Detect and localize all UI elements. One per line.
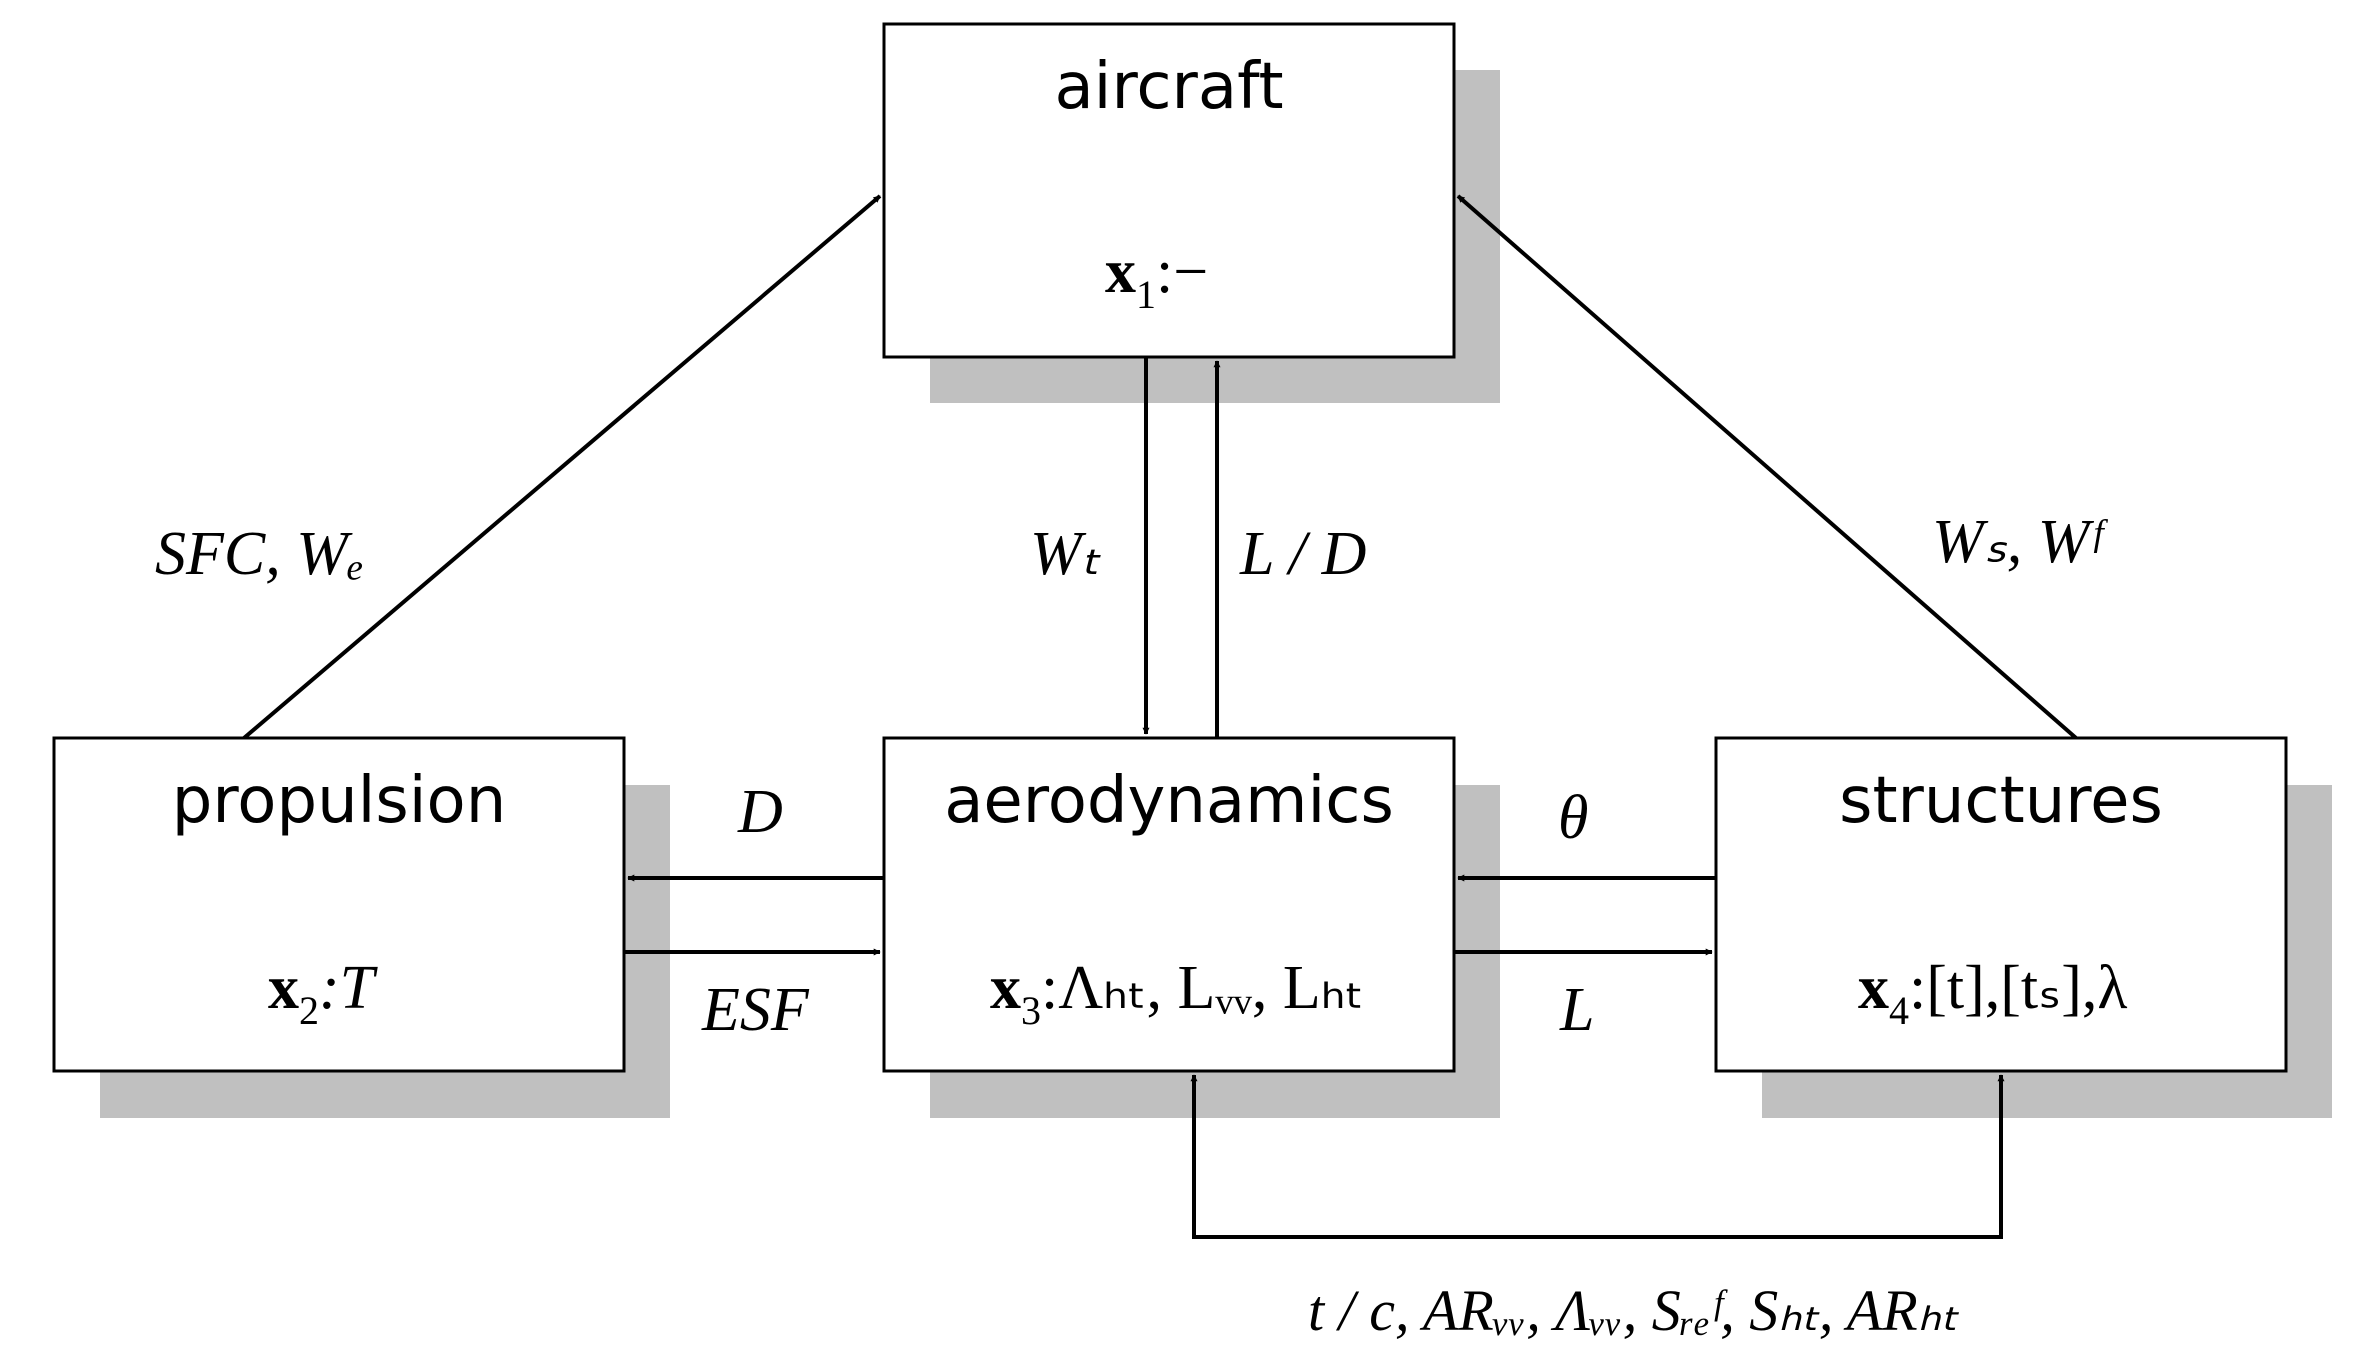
- propulsion-title: propulsion: [172, 764, 507, 838]
- aerodynamics-box: [882, 736, 1456, 1073]
- label-d: D: [737, 778, 783, 846]
- aircraft-box: [882, 22, 1456, 359]
- svg-text:x2:T: x2:T: [268, 954, 379, 1033]
- structures-design-vars: x4:[t],[tₛ],λ: [1858, 954, 2127, 1033]
- label-sfc-we: SFC, Wₑ: [155, 520, 364, 588]
- label-theta: θ: [1558, 784, 1588, 852]
- arrow-structures-to-aircraft: [1456, 194, 2078, 740]
- label-wt: Wₜ: [1030, 520, 1102, 588]
- arrow-aero-structures-shared: [1190, 1074, 2005, 1239]
- svg-text:x1:−: x1:−: [1105, 238, 1208, 317]
- svg-text:x3:Λₕₜ, Lᵥᵥ, Lₕₜ: x3:Λₕₜ, Lᵥᵥ, Lₕₜ: [990, 954, 1364, 1033]
- arrow-propulsion-to-aircraft: [242, 194, 882, 740]
- structures-title: structures: [1839, 764, 2163, 838]
- aerodynamics-title: aerodynamics: [944, 764, 1394, 838]
- propulsion-design-vars: x2:T: [268, 954, 379, 1033]
- aircraft-design-vars: x1:−: [1105, 238, 1208, 317]
- label-l-over-d: L / D: [1239, 520, 1366, 588]
- label-ws-wf: Wₛ, Wᶠ: [1932, 508, 2108, 576]
- aerodynamics-design-vars: x3:Λₕₜ, Lᵥᵥ, Lₕₜ: [990, 954, 1364, 1033]
- propulsion-box: [52, 736, 626, 1073]
- svg-text:x4:[t],[tₛ],λ: x4:[t],[tₛ],λ: [1858, 954, 2127, 1033]
- label-l: L: [1559, 976, 1594, 1044]
- structures-box: [1714, 736, 2288, 1073]
- label-esf: ESF: [701, 976, 810, 1044]
- aircraft-title: aircraft: [1054, 50, 1283, 124]
- label-shared-vars: t / c, ARᵥᵥ, Λᵥᵥ, Sᵣₑᶠ, Sₕₜ, ARₕₜ: [1308, 1278, 1959, 1343]
